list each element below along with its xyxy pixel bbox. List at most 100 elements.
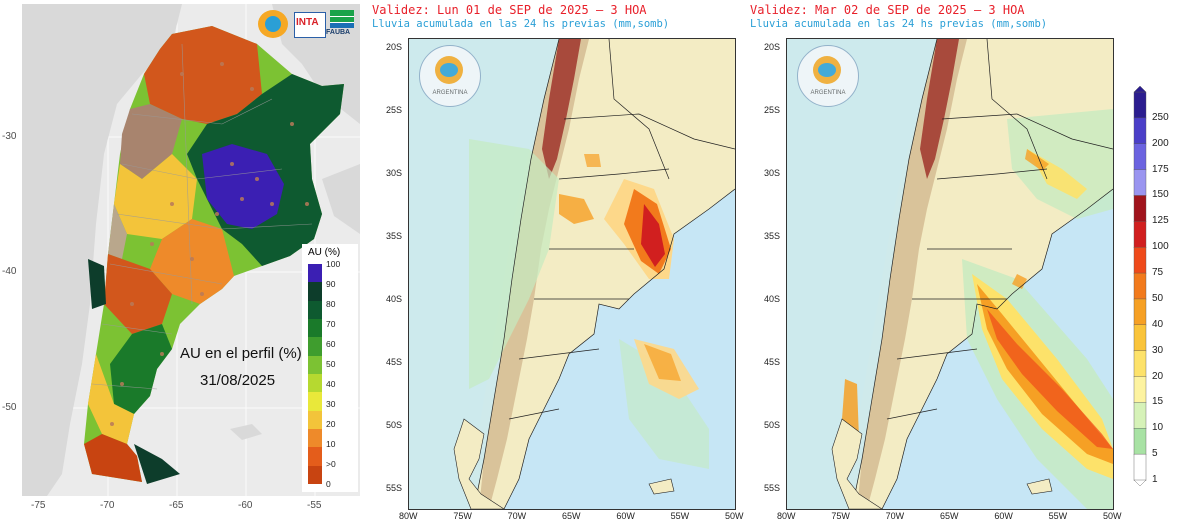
- smn-logo-inner: [265, 16, 281, 32]
- soil-water-legend-swatch: [308, 337, 322, 357]
- soil-water-legend-swatch: [308, 429, 322, 448]
- forecast-2-subtitle: Lluvia acumulada en las 24 hs previas (m…: [750, 18, 1048, 30]
- soil-water-legend-labels: 100 90 80 70 60 50 40 30 20 10 >0 0: [326, 259, 356, 489]
- soil-water-legend-swatch: [308, 264, 322, 283]
- soil-water-legend-label: 100: [326, 259, 341, 269]
- forecast-1-lat-tick: 45S: [386, 357, 403, 367]
- fauba-logo-text: FAUBA: [326, 29, 351, 36]
- precip-colorbar-label: 40: [1152, 318, 1164, 330]
- precip-colorbar-swatch: [1133, 117, 1147, 145]
- forecast-2-lat-tick: 20S: [764, 42, 781, 52]
- soil-water-legend: AU (%) 100 90 80 70 60 50 40 30 20 10 >0 0: [302, 244, 358, 492]
- precip-colorbar-swatch: [1133, 324, 1147, 352]
- precip-colorbar: 250 200 175 150 125 100 75 50 40 30 20 15 10 5 1: [1128, 86, 1180, 486]
- precip-colorbar-labels: 250 200 175 150 125 100 75 50 40 30 20 15 10 5 1: [1152, 86, 1180, 486]
- soil-water-legend-swatch: [308, 410, 322, 430]
- forecast-1-lat-tick: 50S: [386, 420, 403, 430]
- precip-colorbar-swatch: [1133, 91, 1147, 119]
- forecast-2-lat-tick: 25S: [764, 105, 781, 115]
- precip-colorbar-bottom-arrow: [1133, 479, 1147, 486]
- soil-water-map: INTA FAUBA AU en el perfil (%) 31/08/202…: [22, 4, 360, 496]
- forecast-2-lat-tick: 40S: [764, 294, 781, 304]
- soil-water-lon-tick: -70: [100, 500, 115, 511]
- precip-colorbar-label: 50: [1152, 292, 1164, 304]
- forecast-1-map: ARGENTINA: [408, 38, 736, 510]
- forecast-1-lon-tick: 50W: [725, 511, 744, 521]
- precip-colorbar-swatch: [1133, 298, 1147, 326]
- precip-colorbar-swatch: [1133, 376, 1147, 403]
- forecast-1-subtitle: Lluvia acumulada en las 24 hs previas (m…: [372, 18, 670, 30]
- inta-logo-text: INTA: [296, 17, 319, 28]
- forecast-1-lat-tick: 25S: [386, 105, 403, 115]
- soil-water-legend-label: 70: [326, 319, 336, 329]
- forecast-1-lat-tick: 30S: [386, 168, 403, 178]
- soil-water-legend-label: 40: [326, 379, 336, 389]
- forecast-1-lon-tick: 70W: [507, 511, 527, 521]
- precip-colorbar-swatch: [1133, 143, 1147, 171]
- precip-colorbar-swatch: [1133, 350, 1147, 378]
- precip-colorbar-swatch: [1133, 453, 1147, 481]
- logos: INTA FAUBA: [258, 8, 358, 40]
- soil-water-panel: INTA FAUBA AU en el perfil (%) 31/08/202…: [0, 0, 362, 529]
- forecast-2-lat-tick: 30S: [764, 168, 781, 178]
- forecast-1-map-svg: [409, 39, 735, 509]
- soil-water-date: 31/08/2025: [200, 372, 276, 389]
- precip-colorbar-label: 5: [1152, 448, 1158, 460]
- precip-colorbar-label: 175: [1152, 163, 1169, 175]
- fauba-logo: FAUBA: [326, 10, 356, 38]
- forecast-1-lat-tick: 55S: [386, 483, 403, 493]
- precip-colorbar-swatch: [1133, 195, 1147, 222]
- precip-colorbar-swatch: [1133, 221, 1147, 248]
- soil-water-legend-label: 50: [326, 359, 336, 369]
- forecast-1-seal: ARGENTINA: [419, 45, 481, 107]
- inta-logo: INTA: [294, 12, 326, 38]
- soil-water-legend-label: 0: [326, 479, 331, 489]
- precip-colorbar-label: 100: [1152, 241, 1169, 253]
- forecast-1-validity: Validez: Lun 01 de SEP de 2025 — 3 HOA: [372, 3, 647, 17]
- soil-water-legend-label: 90: [326, 279, 336, 289]
- forecast-1-seal-text: ARGENTINA: [432, 90, 468, 96]
- soil-water-legend-swatch: [308, 374, 322, 393]
- soil-water-lat-tick: -40: [2, 266, 17, 277]
- soil-water-legend-label: 60: [326, 339, 336, 349]
- forecast-1-lat-tick: 40S: [386, 294, 403, 304]
- soil-water-lat-tick: -50: [2, 402, 17, 413]
- soil-water-lon-tick: -65: [169, 500, 184, 511]
- soil-water-legend-label: 20: [326, 419, 336, 429]
- soil-water-lat-tick: -30: [2, 131, 17, 142]
- soil-water-map-svg: [22, 4, 360, 496]
- forecast-1-lon-tick: 80W: [399, 511, 418, 521]
- soil-water-label: AU en el perfil (%): [180, 345, 302, 362]
- precip-colorbar-bar: [1133, 86, 1147, 486]
- forecast-2-lat-tick: 45S: [764, 357, 781, 367]
- precip-colorbar-label: 125: [1152, 215, 1169, 227]
- forecast-2-map-svg: [787, 39, 1113, 509]
- precip-colorbar-swatch: [1133, 402, 1147, 429]
- precip-colorbar-label: 1: [1152, 474, 1158, 485]
- forecast-1-lat-tick: 35S: [386, 231, 403, 241]
- soil-water-legend-swatch: [308, 319, 322, 338]
- forecast-2-lon-tick: 60W: [994, 511, 1013, 521]
- forecast-1-lon-tick: 65W: [562, 511, 581, 521]
- soil-water-legend-label: >0: [326, 459, 336, 469]
- forecast-2-lat-tick: 35S: [764, 231, 781, 241]
- soil-water-legend-swatch: [308, 355, 322, 375]
- forecast-2-validity: Validez: Mar 02 de SEP de 2025 — 3 HOA: [750, 3, 1025, 17]
- soil-water-lon-tick: -75: [31, 500, 46, 511]
- forecast-2-lon-tick: 65W: [940, 511, 959, 521]
- soil-water-legend-swatch: [308, 392, 322, 412]
- precip-colorbar-top-arrow: [1133, 86, 1147, 93]
- soil-water-lon-tick: -60: [238, 500, 253, 511]
- soil-water-legend-title: AU (%): [308, 247, 341, 258]
- precip-colorbar-swatch: [1133, 272, 1147, 300]
- soil-water-legend-label: 80: [326, 299, 336, 309]
- forecast-2-lon-tick: 80W: [777, 511, 796, 521]
- forecast-2-lat-tick: 55S: [764, 483, 781, 493]
- precip-colorbar-label: 20: [1152, 370, 1164, 382]
- soil-water-legend-label: 10: [326, 439, 336, 449]
- precip-colorbar-label: 150: [1152, 189, 1169, 201]
- soil-water-legend-swatch: [308, 282, 322, 302]
- precip-colorbar-label: 30: [1152, 344, 1164, 356]
- forecast-1-lon-tick: 75W: [453, 511, 472, 521]
- precip-colorbar-swatch: [1133, 246, 1147, 274]
